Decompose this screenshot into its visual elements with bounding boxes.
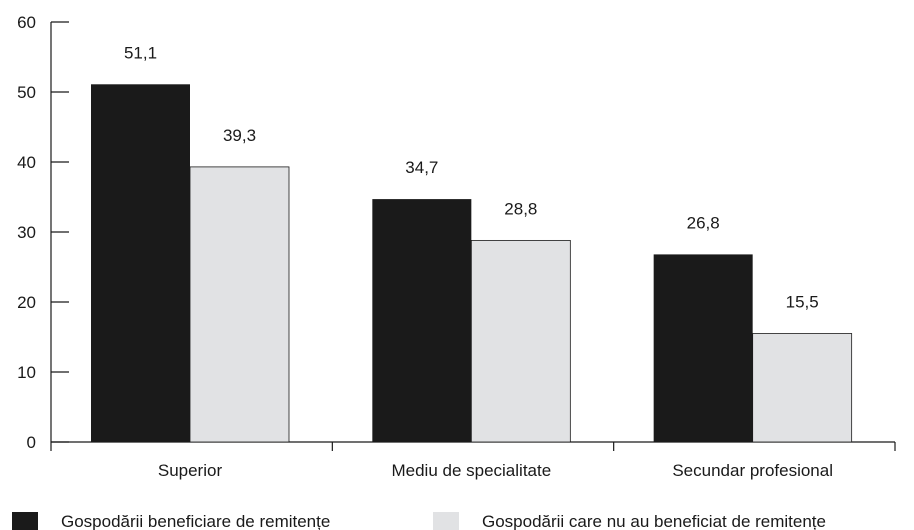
legend-swatch	[12, 512, 38, 530]
y-tick-label: 60	[17, 13, 36, 32]
bar-without-remittances	[752, 333, 853, 443]
data-label: 34,7	[405, 158, 438, 177]
y-tick-label: 40	[17, 153, 36, 172]
axes: 0 10 20 30 40 50 60 Superior Mediu de specialita…	[17, 13, 896, 480]
y-tick-label: 10	[17, 363, 36, 382]
data-label: 39,3	[223, 126, 256, 145]
y-tick-label: 20	[17, 293, 36, 312]
bar-without-remittances	[470, 239, 571, 443]
bar-without-remittances	[189, 166, 290, 443]
legend-swatch	[433, 512, 459, 530]
y-tick-label: 0	[27, 433, 36, 452]
x-category-label: Secundar profesional	[672, 461, 833, 480]
bars	[91, 84, 853, 443]
bar-with-remittances	[91, 84, 190, 443]
data-label: 51,1	[124, 43, 157, 62]
legend: Gospodării beneficiare de remitențe Gospo…	[12, 512, 826, 530]
data-label: 28,8	[504, 199, 537, 218]
data-label: 26,8	[687, 213, 720, 232]
bar-with-remittances	[653, 254, 753, 442]
y-tick-label: 30	[17, 223, 36, 242]
data-label: 15,5	[786, 293, 819, 312]
legend-label: Gospodării beneficiare de remitențe	[61, 512, 330, 530]
bar-with-remittances	[372, 199, 472, 442]
data-labels: 51,1 39,3 34,7 28,8 26,8 15,5	[124, 43, 819, 311]
x-category-label: Mediu de specialitate	[391, 461, 551, 480]
x-category-label: Superior	[158, 461, 223, 480]
legend-label: Gospodării care nu au beneficiat de remi…	[482, 512, 826, 530]
y-tick-label: 50	[17, 83, 36, 102]
